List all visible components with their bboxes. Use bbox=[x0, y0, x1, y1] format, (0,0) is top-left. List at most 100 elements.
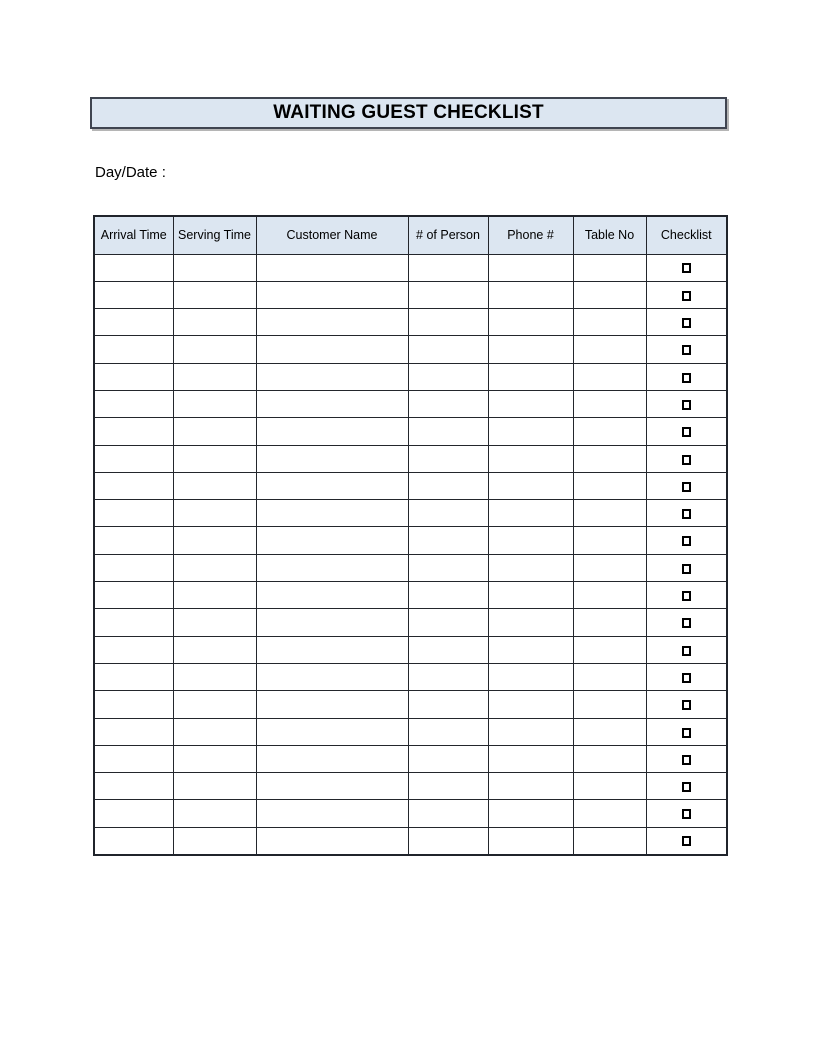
customer_name-cell[interactable] bbox=[255, 362, 409, 391]
serving_time-cell[interactable] bbox=[172, 253, 257, 282]
num_person-cell[interactable] bbox=[407, 581, 489, 610]
serving_time-cell[interactable] bbox=[172, 362, 257, 391]
table_no-cell[interactable] bbox=[572, 717, 647, 746]
customer_name-cell[interactable] bbox=[255, 826, 409, 856]
phone-cell[interactable] bbox=[487, 717, 574, 746]
arrival_time-cell[interactable] bbox=[93, 662, 174, 692]
checklist-cell[interactable] bbox=[645, 799, 728, 828]
arrival_time-cell[interactable] bbox=[93, 581, 174, 610]
checklist-cell[interactable] bbox=[645, 389, 728, 419]
table_no-cell[interactable] bbox=[572, 526, 647, 555]
customer_name-cell[interactable] bbox=[255, 471, 409, 501]
checklist-cell[interactable] bbox=[645, 772, 728, 801]
serving_time-cell[interactable] bbox=[172, 662, 257, 692]
checkbox-icon[interactable] bbox=[681, 563, 691, 574]
arrival_time-cell[interactable] bbox=[93, 308, 174, 337]
arrival_time-cell[interactable] bbox=[93, 335, 174, 364]
num_person-cell[interactable] bbox=[407, 335, 489, 364]
table_no-cell[interactable] bbox=[572, 499, 647, 528]
table_no-cell[interactable] bbox=[572, 799, 647, 828]
num_person-cell[interactable] bbox=[407, 526, 489, 555]
arrival_time-cell[interactable] bbox=[93, 717, 174, 746]
checkbox-icon[interactable] bbox=[681, 372, 691, 383]
serving_time-cell[interactable] bbox=[172, 608, 257, 637]
checkbox-icon[interactable] bbox=[681, 782, 691, 793]
serving_time-cell[interactable] bbox=[172, 335, 257, 364]
customer_name-cell[interactable] bbox=[255, 690, 409, 719]
checkbox-icon[interactable] bbox=[681, 836, 691, 847]
checklist-cell[interactable] bbox=[645, 471, 728, 501]
phone-cell[interactable] bbox=[487, 499, 574, 528]
customer_name-cell[interactable] bbox=[255, 335, 409, 364]
serving_time-cell[interactable] bbox=[172, 772, 257, 801]
num_person-cell[interactable] bbox=[407, 280, 489, 310]
phone-cell[interactable] bbox=[487, 335, 574, 364]
customer_name-cell[interactable] bbox=[255, 417, 409, 446]
checklist-cell[interactable] bbox=[645, 417, 728, 446]
arrival_time-cell[interactable] bbox=[93, 772, 174, 801]
arrival_time-cell[interactable] bbox=[93, 826, 174, 856]
num_person-cell[interactable] bbox=[407, 826, 489, 856]
num_person-cell[interactable] bbox=[407, 471, 489, 501]
phone-cell[interactable] bbox=[487, 417, 574, 446]
serving_time-cell[interactable] bbox=[172, 280, 257, 310]
checklist-cell[interactable] bbox=[645, 744, 728, 774]
checkbox-icon[interactable] bbox=[681, 290, 691, 301]
phone-cell[interactable] bbox=[487, 253, 574, 282]
phone-cell[interactable] bbox=[487, 772, 574, 801]
table_no-cell[interactable] bbox=[572, 308, 647, 337]
serving_time-cell[interactable] bbox=[172, 389, 257, 419]
phone-cell[interactable] bbox=[487, 581, 574, 610]
checkbox-icon[interactable] bbox=[681, 454, 691, 465]
checklist-cell[interactable] bbox=[645, 662, 728, 692]
table_no-cell[interactable] bbox=[572, 553, 647, 583]
table_no-cell[interactable] bbox=[572, 744, 647, 774]
checkbox-icon[interactable] bbox=[681, 591, 691, 602]
customer_name-cell[interactable] bbox=[255, 499, 409, 528]
checklist-cell[interactable] bbox=[645, 553, 728, 583]
num_person-cell[interactable] bbox=[407, 744, 489, 774]
serving_time-cell[interactable] bbox=[172, 444, 257, 473]
checklist-cell[interactable] bbox=[645, 362, 728, 391]
table_no-cell[interactable] bbox=[572, 444, 647, 473]
num_person-cell[interactable] bbox=[407, 799, 489, 828]
checklist-cell[interactable] bbox=[645, 717, 728, 746]
arrival_time-cell[interactable] bbox=[93, 553, 174, 583]
checklist-cell[interactable] bbox=[645, 635, 728, 664]
phone-cell[interactable] bbox=[487, 280, 574, 310]
num_person-cell[interactable] bbox=[407, 553, 489, 583]
arrival_time-cell[interactable] bbox=[93, 253, 174, 282]
serving_time-cell[interactable] bbox=[172, 417, 257, 446]
customer_name-cell[interactable] bbox=[255, 581, 409, 610]
serving_time-cell[interactable] bbox=[172, 826, 257, 856]
customer_name-cell[interactable] bbox=[255, 444, 409, 473]
table_no-cell[interactable] bbox=[572, 772, 647, 801]
num_person-cell[interactable] bbox=[407, 717, 489, 746]
phone-cell[interactable] bbox=[487, 553, 574, 583]
num_person-cell[interactable] bbox=[407, 772, 489, 801]
checkbox-icon[interactable] bbox=[681, 618, 691, 629]
phone-cell[interactable] bbox=[487, 744, 574, 774]
table_no-cell[interactable] bbox=[572, 389, 647, 419]
serving_time-cell[interactable] bbox=[172, 744, 257, 774]
checkbox-icon[interactable] bbox=[681, 754, 691, 765]
num_person-cell[interactable] bbox=[407, 635, 489, 664]
customer_name-cell[interactable] bbox=[255, 553, 409, 583]
checkbox-icon[interactable] bbox=[681, 672, 691, 683]
serving_time-cell[interactable] bbox=[172, 635, 257, 664]
num_person-cell[interactable] bbox=[407, 690, 489, 719]
customer_name-cell[interactable] bbox=[255, 280, 409, 310]
arrival_time-cell[interactable] bbox=[93, 499, 174, 528]
checkbox-icon[interactable] bbox=[681, 263, 691, 274]
arrival_time-cell[interactable] bbox=[93, 526, 174, 555]
phone-cell[interactable] bbox=[487, 635, 574, 664]
arrival_time-cell[interactable] bbox=[93, 471, 174, 501]
arrival_time-cell[interactable] bbox=[93, 280, 174, 310]
customer_name-cell[interactable] bbox=[255, 717, 409, 746]
table_no-cell[interactable] bbox=[572, 690, 647, 719]
arrival_time-cell[interactable] bbox=[93, 444, 174, 473]
num_person-cell[interactable] bbox=[407, 662, 489, 692]
checkbox-icon[interactable] bbox=[681, 318, 691, 329]
num_person-cell[interactable] bbox=[407, 362, 489, 391]
phone-cell[interactable] bbox=[487, 826, 574, 856]
